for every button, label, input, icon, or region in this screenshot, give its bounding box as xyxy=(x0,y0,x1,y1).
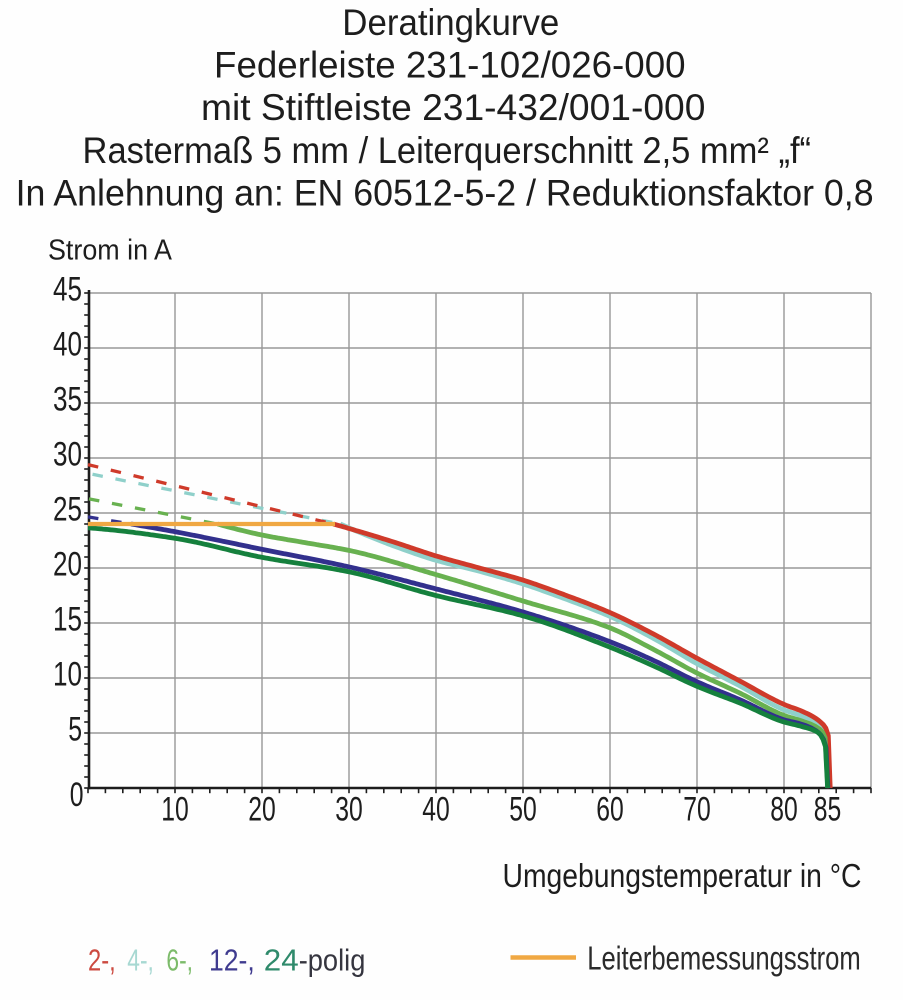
svg-text:10: 10 xyxy=(53,656,82,694)
svg-text:24: 24 xyxy=(264,943,299,978)
svg-text:0: 0 xyxy=(70,776,84,814)
svg-text:50: 50 xyxy=(509,791,537,829)
svg-text:Leiterbemessungsstrom: Leiterbemessungsstrom xyxy=(587,941,860,978)
svg-text:15: 15 xyxy=(53,601,82,639)
svg-text:20: 20 xyxy=(53,546,82,584)
svg-text:12-,: 12-, xyxy=(209,943,255,978)
svg-text:2-,: 2-, xyxy=(88,943,116,978)
svg-text:20: 20 xyxy=(248,791,276,829)
svg-text:60: 60 xyxy=(596,791,624,829)
svg-text:6-,: 6-, xyxy=(166,943,193,978)
svg-text:30: 30 xyxy=(335,791,363,829)
svg-text:4-,: 4-, xyxy=(127,943,154,978)
svg-text:40: 40 xyxy=(422,791,450,829)
svg-text:Umgebungstemperatur in °C: Umgebungstemperatur in °C xyxy=(503,857,862,894)
svg-text:80: 80 xyxy=(770,791,798,829)
svg-text:Strom in A: Strom in A xyxy=(48,235,173,267)
svg-text:In Anlehnung an: EN 60512-5-2: In Anlehnung an: EN 60512-5-2 / Reduktio… xyxy=(16,171,874,213)
svg-text:25: 25 xyxy=(53,491,82,529)
svg-text:Deratingkurve: Deratingkurve xyxy=(342,1,559,43)
svg-text:Federleiste 231-102/026-000: Federleiste 231-102/026-000 xyxy=(214,44,686,86)
svg-text:-polig: -polig xyxy=(299,943,366,978)
svg-text:45: 45 xyxy=(53,271,82,309)
svg-text:Rastermaß 5 mm / Leiterquersch: Rastermaß 5 mm / Leiterquerschnitt 2,5 m… xyxy=(83,129,812,171)
svg-text:40: 40 xyxy=(53,326,82,364)
svg-text:85: 85 xyxy=(814,791,842,829)
svg-text:10: 10 xyxy=(161,791,189,829)
svg-text:30: 30 xyxy=(53,436,82,474)
svg-text:mit Stiftleiste 231-432/001-00: mit Stiftleiste 231-432/001-000 xyxy=(201,86,705,128)
svg-text:5: 5 xyxy=(68,711,82,749)
svg-text:35: 35 xyxy=(53,381,82,419)
svg-text:70: 70 xyxy=(683,791,711,829)
